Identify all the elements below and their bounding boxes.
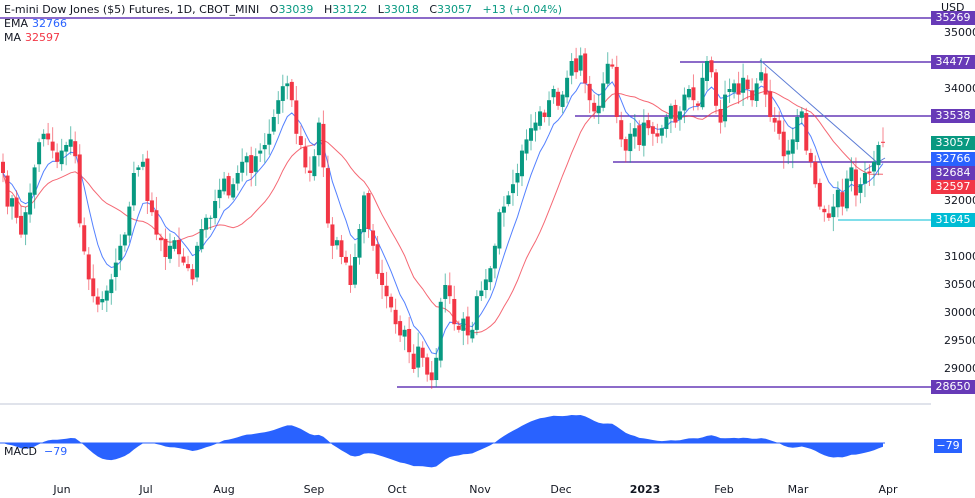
low-label: L	[377, 3, 384, 16]
high-value: 33122	[332, 3, 368, 16]
time-label: Jul	[139, 483, 153, 496]
time-label: Sep	[303, 483, 325, 496]
macd-histogram	[0, 415, 885, 468]
time-label: Nov	[469, 483, 491, 496]
low-value: 33018	[383, 3, 419, 16]
ma-line	[2, 90, 884, 334]
price-tag-ma: 32597	[931, 180, 975, 194]
open-label: O	[269, 3, 279, 16]
close-value: 33057	[437, 3, 473, 16]
close-label: C	[429, 3, 438, 16]
price-tick: 31000	[944, 250, 975, 263]
price-tick: 30500	[944, 278, 975, 291]
horizontal-levels	[0, 17, 931, 388]
ma-legend[interactable]: MA 32597	[4, 31, 60, 44]
macd-legend[interactable]: MACD −79	[4, 445, 67, 458]
time-label: Jun	[53, 483, 71, 496]
macd-value-tag: −79	[934, 439, 962, 453]
price-tag-level-35269: 35269	[931, 11, 975, 25]
macd-value: −79	[43, 445, 68, 458]
macd-label: MACD	[4, 445, 37, 458]
price-tick: 29500	[944, 334, 975, 347]
candles	[1, 47, 885, 389]
change-value: +13 (+0.04%)	[482, 3, 563, 16]
ema-line	[2, 81, 884, 355]
symbol-legend[interactable]: E-mini Dow Jones ($5) Futures, 1D, CBOT_…	[4, 3, 562, 16]
price-tick: 30000	[944, 306, 975, 319]
open-value: 33039	[278, 3, 314, 16]
ma-label: MA	[4, 31, 22, 44]
ema-legend[interactable]: EMA 32766	[4, 17, 67, 30]
currency-label[interactable]: USD	[941, 1, 965, 14]
time-label: Aug	[213, 483, 235, 496]
time-label: Mar	[787, 483, 809, 496]
price-tag-level-34477: 34477	[931, 55, 975, 69]
price-tick: 29000	[944, 362, 975, 375]
symbol-title: E-mini Dow Jones ($5) Futures, 1D, CBOT_…	[4, 3, 260, 16]
time-label: Feb	[714, 483, 734, 496]
price-tag-level-32684: 32684	[931, 166, 975, 180]
ema-label: EMA	[4, 17, 28, 30]
price-tick: 32000	[944, 194, 975, 207]
time-label: Oct	[387, 483, 407, 496]
price-tag-level-28650: 28650	[931, 380, 975, 394]
ema-value: 32766	[31, 17, 67, 30]
ma-value: 32597	[25, 31, 61, 44]
high-label: H	[323, 3, 333, 16]
price-tag-ema: 32766	[931, 152, 975, 166]
price-tag-level-31645: 31645	[931, 213, 975, 227]
time-label: Dec	[550, 483, 572, 496]
price-tick: 34000	[944, 82, 975, 95]
time-label: 2023	[629, 483, 661, 496]
price-tag-level-33538: 33538	[931, 109, 975, 123]
time-label: Apr	[878, 483, 898, 496]
price-tick: 35000	[944, 26, 975, 39]
price-tag-last-price: 33057	[931, 136, 975, 150]
